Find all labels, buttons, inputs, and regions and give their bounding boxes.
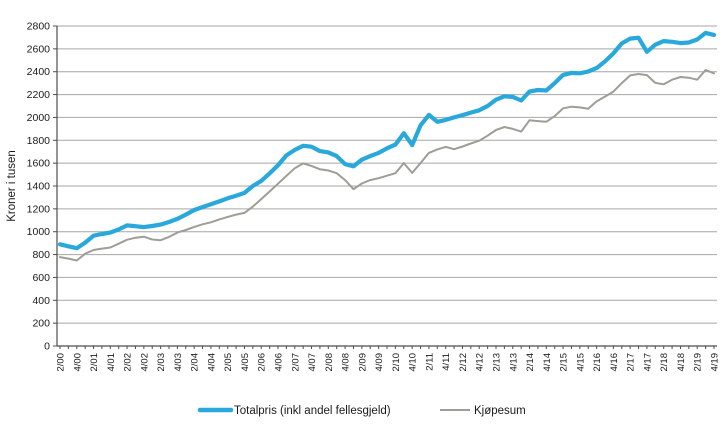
x-tick-label: 2/01 (89, 353, 100, 372)
x-tick-label: 2/18 (659, 353, 670, 372)
x-tick-label: 2/03 (156, 353, 167, 372)
y-tick-label: 600 (32, 272, 50, 284)
y-tick-label: 200 (32, 318, 50, 330)
y-tick-label: 0 (44, 341, 50, 353)
x-tick-label: 4/16 (609, 353, 620, 372)
y-tick-label: 1600 (27, 158, 51, 170)
totalpris-line (57, 30, 717, 251)
x-tick-label: 4/17 (642, 353, 653, 372)
legend-item-totalpris: Totalpris (inkl andel fellesgjeld) (197, 405, 391, 417)
series-lines (57, 30, 717, 262)
legend-item-kjopesum: Kjøpesum (440, 405, 526, 417)
x-tick-label: 4/00 (72, 353, 83, 372)
x-tick-label: 4/07 (307, 353, 318, 372)
x-tick-label: 4/15 (575, 353, 586, 372)
x-tick-label: 2/04 (190, 353, 201, 372)
x-tick-label: 2/15 (559, 353, 570, 372)
axes: 0 200 400 600 800 1000 1200 1400 1600 1800 2000 220… (27, 21, 720, 372)
x-tick-label: 2/06 (257, 353, 268, 372)
x-tick-label: 4/04 (206, 353, 217, 372)
y-tick-label: 1200 (27, 203, 51, 215)
x-tick-label: 4/18 (676, 353, 687, 372)
y-tick-label: 2200 (27, 89, 51, 101)
x-tick-label: 2/14 (525, 353, 536, 372)
x-tick-label: 4/13 (508, 353, 519, 372)
x-tick-label: 4/09 (374, 353, 385, 372)
x-tick-label: 4/12 (475, 353, 486, 372)
x-tick-label: 4/11 (441, 353, 452, 371)
y-tick-label: 1800 (27, 135, 51, 147)
y-axis-title: Kroner i tusen (6, 150, 18, 222)
x-tick-label: 2/00 (56, 353, 67, 372)
y-tick-label: 2000 (27, 112, 51, 124)
x-tick-label: 2/19 (693, 353, 704, 372)
y-tick-label: 2400 (27, 66, 51, 78)
x-tick-label: 2/08 (324, 353, 335, 372)
x-tick-label: 4/08 (341, 353, 352, 372)
y-tick-label: 1400 (27, 181, 51, 193)
x-tick-label: 2/16 (592, 353, 603, 372)
x-tick-label: 2/09 (357, 353, 368, 372)
x-tick-label: 4/03 (173, 353, 184, 372)
x-tick-label: 2/12 (458, 353, 469, 372)
x-tick-label: 4/19 (710, 353, 720, 372)
y-tick-label: 2800 (27, 21, 51, 33)
x-tick-label: 2/11 (424, 353, 435, 371)
x-tick-label: 2/05 (223, 353, 234, 372)
legend: Totalpris (inkl andel fellesgjeld) Kjøpe… (197, 405, 526, 417)
x-tick-label: 4/01 (106, 353, 117, 372)
x-tick-label: 2/02 (123, 353, 134, 372)
x-tick-label: 2/10 (391, 353, 402, 372)
y-tick-label: 800 (32, 249, 50, 261)
x-tick-label: 2/17 (626, 353, 637, 372)
gridlines (57, 25, 717, 324)
y-tick-label: 1000 (27, 226, 51, 238)
x-tick-label: 2/13 (492, 353, 503, 372)
x-tick-label: 4/14 (542, 353, 553, 372)
kjopesum-line (59, 69, 715, 262)
y-tick-label: 400 (32, 295, 50, 307)
x-tick-label: 4/06 (274, 353, 285, 372)
legend-label-totalpris: Totalpris (inkl andel fellesgjeld) (234, 405, 391, 417)
x-tick-label: 4/05 (240, 353, 251, 372)
y-tick-label: 2600 (27, 43, 51, 55)
x-tick-label: 2/07 (290, 353, 301, 372)
x-tick-label: 4/10 (408, 353, 419, 372)
legend-label-kjopesum: Kjøpesum (474, 405, 526, 417)
x-tick-label: 4/02 (139, 353, 150, 372)
